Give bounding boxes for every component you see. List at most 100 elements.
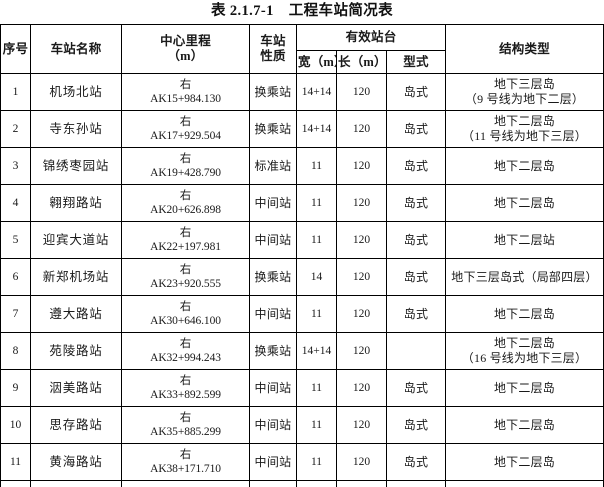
cell-structure-type: 地下二层岛 （11 号线为地下三层） [445,110,604,148]
cell-platform-length-value: 120 [352,382,371,394]
cell-station-property-value: 换乘站 [254,344,292,358]
cell-station-name: 黄海路站 [30,443,122,481]
cell-structure-block: 地下二层岛 [447,307,602,322]
cell-platform-length: 120 [336,406,387,444]
cell-structure-line2: （11 号线为地下三层） [462,129,587,143]
cell-mileage-block: 右 AK30+646.100 [123,300,248,328]
cell-mileage-block: 右 AK35+885.299 [123,411,248,439]
cell-platform-width: 11 [296,369,337,407]
cell-mileage-value: AK33+892.599 [150,389,221,401]
cell-station-name: 遵大路站 [30,295,122,333]
cell-seq-value: 7 [12,308,19,320]
cell-center-mileage: 右 AK20+626.898 [121,184,250,222]
cell-structure-line2: （9 号线为地下二层） [464,92,585,106]
cell-platform-type: 岛式 [386,406,446,444]
cell-platform-length-value: 120 [352,160,371,172]
cell-platform-type-value: 岛式 [403,307,429,321]
table-row: 1 机场北站 右 AK15+984.130 换乘站 14+14 120 岛式 地下三层岛 （9 号… [0,73,604,111]
cell-platform-type-value: 岛式 [403,233,429,247]
cell-structure-type: 地下二层岛 [445,480,604,487]
cell-station-property-value: 中间站 [254,196,292,210]
cell-platform-type-value: 岛式 [403,196,429,210]
cell-platform-width: 11 [296,184,337,222]
cell-center-mileage: 右 AK15+984.130 [121,73,250,111]
cell-platform-type-value: 岛式 [403,455,429,469]
cell-platform-type-empty [388,344,444,358]
cell-platform-type [386,332,446,370]
cell-seq: 2 [0,110,31,148]
cell-station-property-value: 中间站 [254,233,292,247]
cell-station-property: 中间站 [249,221,297,259]
cell-seq-value: 1 [12,86,19,98]
cell-station-property: 换乘站 [249,258,297,296]
cell-center-mileage: 右 AK30+646.100 [121,295,250,333]
cell-seq-value: 4 [12,197,19,209]
cell-platform-length: 120 [336,258,387,296]
cell-platform-type-value: 岛式 [403,122,429,136]
cell-platform-width-value: 11 [310,197,323,209]
cell-platform-width-value: 11 [310,382,323,394]
cell-mileage-value: AK32+994.243 [150,352,221,364]
cell-platform-length: 120 [336,480,387,487]
cell-structure-type: 地下二层岛 [445,184,604,222]
table-header: 序号 车站名称 中心里程 （m） 车站 性质 有效站台 结构类型 宽（m） 长（… [0,24,604,74]
cell-platform-type-value: 岛式 [403,381,429,395]
cell-mileage-side: 右 [179,449,192,461]
cell-center-mileage: 右 [121,480,250,487]
cell-seq-value: 10 [9,419,22,431]
cell-station-property: 中间站 [249,369,297,407]
cell-platform-width-value: 14+14 [301,123,332,135]
cell-platform-width: 14+14 [296,110,337,148]
cell-structure-type: 地下二层岛 [445,443,604,481]
cell-platform-width: 11 [296,295,337,333]
cell-station-name-value: 洇美路站 [49,381,103,395]
station-summary-table: 序号 车站名称 中心里程 （m） 车站 性质 有效站台 结构类型 宽（m） 长（… [0,24,604,487]
cell-seq: 4 [0,184,31,222]
cell-structure-block: 地下三层岛 （9 号线为地下二层） [447,77,602,107]
table-row: 8 苑陵路站 右 AK32+994.243 换乘站 14+14 120 地下二层岛 （16 号线… [0,332,604,370]
cell-mileage-value: AK20+626.898 [150,204,221,216]
cell-platform-length-value: 120 [352,271,371,283]
cell-platform-width-value: 11 [310,234,323,246]
cell-mileage-side: 右 [179,116,192,128]
cell-structure-block: 地下三层岛式（局部四层） [447,270,602,285]
cell-mileage-value: AK35+885.299 [150,426,221,438]
cell-station-name: 锦绣枣园站 [30,147,122,185]
cell-platform-width: 14+14 [296,332,337,370]
table-row: 9 洇美路站 右 AK33+892.599 中间站 11 120 岛式 地下二层岛 [0,369,604,407]
table-caption: 表 2.1.7-1 工程车站简况表 [0,0,604,24]
cell-station-name: 洇美路站 [30,369,122,407]
cell-seq: 3 [0,147,31,185]
cell-structure-block: 地下二层岛 [447,196,602,211]
cell-station-name-value: 锦绣枣园站 [42,159,110,173]
cell-platform-width: 11 [296,406,337,444]
cell-station-name-value: 苑陵路站 [49,344,103,358]
cell-platform-width-value: 11 [310,419,323,431]
cell-structure-type: 地下二层岛 [445,147,604,185]
cell-platform-length-value: 120 [352,419,371,431]
cell-seq: 5 [0,221,31,259]
cell-station-name: 迎宾大道站 [30,221,122,259]
column-header-center-mileage-line1: 中心里程 [160,34,211,48]
cell-structure-line1: 地下二层岛 [493,306,555,321]
cell-station-name-value: 寺东孙站 [49,122,103,136]
cell-station-property-value: 换乘站 [254,122,292,136]
cell-station-property-value: 中间站 [254,455,292,469]
cell-station-property: 标准站 [249,147,297,185]
cell-platform-type: 岛式 [386,147,446,185]
column-header-station-name: 车站名称 [30,24,122,74]
cell-mileage-value: AK23+920.555 [150,278,221,290]
cell-structure-type: 地下二层岛 （16 号线为地下三层） [445,332,604,370]
cell-center-mileage: 右 AK33+892.599 [121,369,250,407]
cell-station-name: 新郑机场站 [30,258,122,296]
cell-platform-length-value: 120 [352,234,371,246]
cell-structure-block: 地下二层岛 [447,418,602,433]
cell-platform-length: 120 [336,110,387,148]
column-header-station-property: 车站 性质 [249,24,297,74]
cell-station-name-value: 新郑机场站 [42,270,110,284]
column-header-seq: 序号 [0,24,31,74]
cell-station-name-value: 迎宾大道站 [42,233,110,247]
cell-mileage-side: 右 [179,79,192,91]
cell-station-property: 换乘站 [249,73,297,111]
